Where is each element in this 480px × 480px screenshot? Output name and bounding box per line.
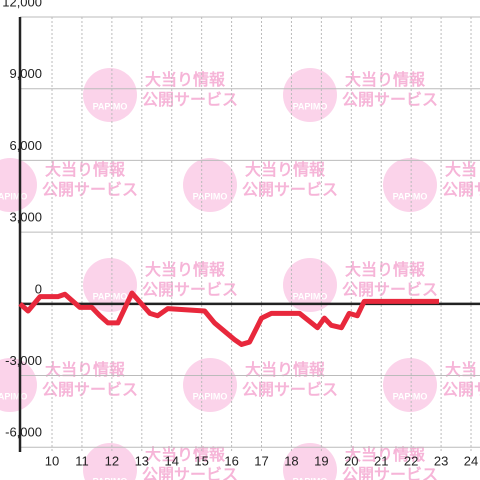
x-tick-label: 14 bbox=[165, 453, 179, 468]
watermark-text: 大当り情報 bbox=[345, 70, 426, 89]
x-tick-label: 15 bbox=[194, 453, 208, 468]
watermark-text: 公開サービス bbox=[242, 381, 338, 399]
watermark-logo bbox=[383, 358, 437, 412]
y-tick-label: -3,000 bbox=[5, 353, 42, 368]
watermark-logo bbox=[83, 443, 137, 480]
watermark-text: 大当り情報 bbox=[345, 445, 426, 464]
watermark-brand: PAPIMO bbox=[93, 101, 128, 111]
watermark-brand: PAPIMO bbox=[193, 191, 228, 201]
watermark-logo bbox=[183, 158, 237, 212]
watermark-logo bbox=[283, 443, 337, 480]
y-tick-label: 12,000 bbox=[2, 0, 42, 9]
x-tick-label: 19 bbox=[314, 453, 328, 468]
watermark-brand: PAPIMO bbox=[293, 291, 328, 301]
watermark-text: 大当り情報 bbox=[145, 70, 226, 89]
y-tick-label: 3,000 bbox=[9, 210, 42, 225]
watermark-text: 大当り情報 bbox=[445, 160, 480, 179]
watermark-brand: PAPIMO bbox=[93, 291, 128, 301]
watermark-text: 大当り情報 bbox=[345, 260, 426, 279]
watermark-brand: PAPIMO bbox=[0, 191, 27, 201]
watermark-text: 公開サービス bbox=[342, 91, 438, 109]
watermark-logo bbox=[283, 258, 337, 312]
x-tick-label: 18 bbox=[284, 453, 298, 468]
watermark-logo bbox=[283, 68, 337, 122]
x-tick-label: 10 bbox=[45, 453, 59, 468]
watermark-logo bbox=[0, 158, 37, 212]
watermark-text: 公開サービス bbox=[342, 281, 438, 299]
y-tick-label: 6,000 bbox=[9, 138, 42, 153]
watermark-text: 公開サービス bbox=[342, 466, 438, 480]
watermark-logo bbox=[83, 68, 137, 122]
y-tick-label: 9,000 bbox=[9, 66, 42, 81]
watermark-text: 大当り情報 bbox=[245, 160, 326, 179]
watermark-text: 大当り情報 bbox=[45, 360, 126, 379]
watermark-logo bbox=[83, 258, 137, 312]
x-tick-label: 11 bbox=[75, 453, 89, 468]
watermark-logo bbox=[383, 158, 437, 212]
watermark-text: 公開サービス bbox=[42, 181, 138, 199]
watermark-brand: PAPIMO bbox=[293, 101, 328, 111]
watermark-text: 大当り情報 bbox=[145, 445, 226, 464]
x-tick-label: 17 bbox=[254, 453, 268, 468]
x-tick-label: 22 bbox=[404, 453, 418, 468]
watermark-brand: PAPIMO bbox=[393, 391, 428, 401]
watermark-text: 公開サービス bbox=[142, 91, 238, 109]
watermark-logo bbox=[0, 358, 37, 412]
x-tick-label: 24 bbox=[464, 453, 478, 468]
y-tick-label: 0 bbox=[35, 281, 42, 296]
watermark-logo bbox=[183, 358, 237, 412]
x-tick-label: 16 bbox=[224, 453, 238, 468]
watermark-text: 公開サービス bbox=[142, 281, 238, 299]
watermark-text: 公開サービス bbox=[442, 381, 480, 399]
x-tick-label: 13 bbox=[135, 453, 149, 468]
x-tick-label: 23 bbox=[434, 453, 448, 468]
watermark-text: 公開サービス bbox=[142, 466, 238, 480]
watermark-text: 大当り情報 bbox=[245, 360, 326, 379]
watermark-text: 大当り情報 bbox=[45, 160, 126, 179]
y-tick-label: -6,000 bbox=[5, 425, 42, 440]
watermark-brand: PAPIMO bbox=[93, 476, 128, 480]
x-tick-label: 12 bbox=[105, 453, 119, 468]
data-line bbox=[18, 290, 439, 347]
watermark-text: 公開サービス bbox=[442, 181, 480, 199]
watermark-text: 大当り情報 bbox=[145, 260, 226, 279]
watermark-text: 公開サービス bbox=[242, 181, 338, 199]
x-tick-label: 21 bbox=[374, 453, 388, 468]
watermark-brand: PAPIMO bbox=[393, 191, 428, 201]
watermark-brand: PAPIMO bbox=[293, 476, 328, 480]
watermark-text: 公開サービス bbox=[42, 381, 138, 399]
watermark-text: 大当り情報 bbox=[445, 360, 480, 379]
watermark-brand: PAPIMO bbox=[0, 391, 27, 401]
watermark-brand: PAPIMO bbox=[193, 391, 228, 401]
x-tick-label: 20 bbox=[344, 453, 358, 468]
